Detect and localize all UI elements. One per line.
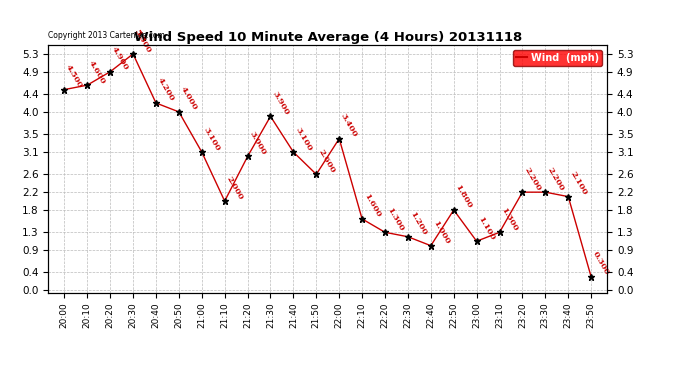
Text: 1.100: 1.100 [477, 214, 497, 241]
Text: 1.600: 1.600 [362, 192, 382, 219]
Text: 4.500: 4.500 [64, 63, 84, 90]
Legend: Wind  (mph): Wind (mph) [513, 50, 602, 66]
Text: 2.200: 2.200 [545, 166, 565, 192]
Text: 5.300: 5.300 [133, 27, 153, 54]
Title: Wind Speed 10 Minute Average (4 Hours) 20131118: Wind Speed 10 Minute Average (4 Hours) 2… [134, 31, 522, 44]
Text: 1.800: 1.800 [454, 183, 474, 210]
Text: 4.600: 4.600 [87, 58, 107, 85]
Text: 3.100: 3.100 [293, 126, 313, 152]
Text: 2.100: 2.100 [569, 170, 588, 196]
Text: 2.600: 2.600 [316, 148, 336, 174]
Text: 1.200: 1.200 [408, 210, 428, 237]
Text: 4.000: 4.000 [179, 86, 199, 112]
Text: 1.300: 1.300 [385, 206, 405, 232]
Text: 2.000: 2.000 [225, 175, 244, 201]
Text: 4.900: 4.900 [110, 45, 130, 72]
Text: 1.000: 1.000 [431, 219, 451, 246]
Text: 2.200: 2.200 [522, 166, 542, 192]
Text: 3.100: 3.100 [201, 126, 221, 152]
Text: 1.300: 1.300 [500, 206, 520, 232]
Text: Copyright 2013 Cartenlos.com: Copyright 2013 Cartenlos.com [48, 31, 165, 40]
Text: 3.900: 3.900 [270, 90, 290, 116]
Text: 0.300: 0.300 [591, 251, 611, 277]
Text: 3.400: 3.400 [339, 112, 359, 139]
Text: 4.200: 4.200 [156, 76, 176, 103]
Text: 3.000: 3.000 [248, 130, 268, 156]
